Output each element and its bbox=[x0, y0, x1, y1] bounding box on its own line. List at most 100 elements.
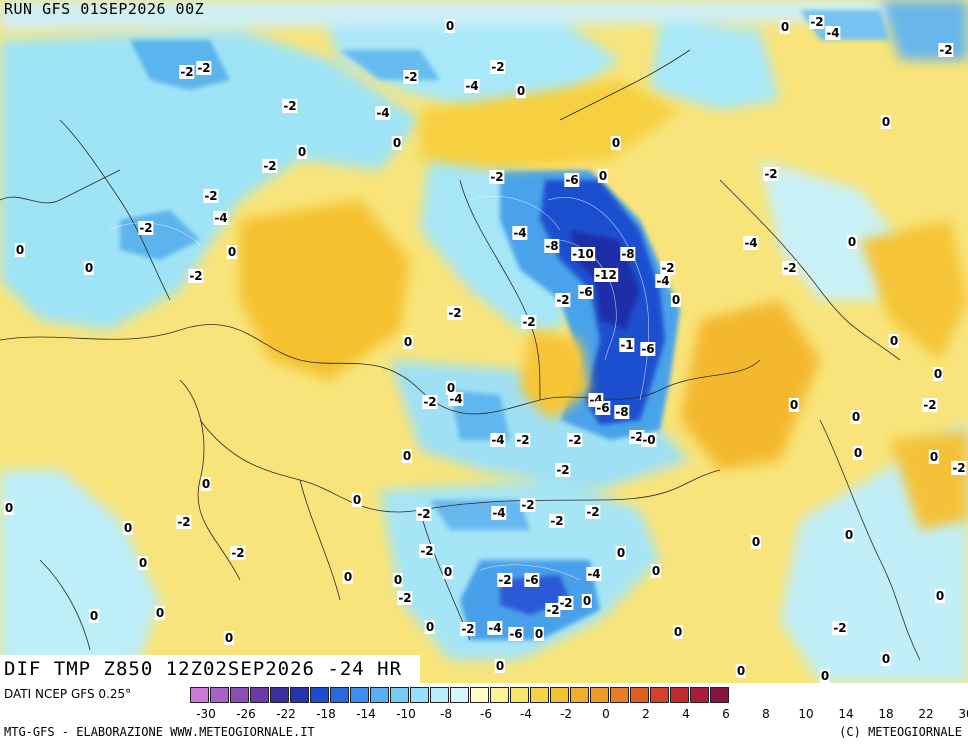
color-swatch bbox=[270, 687, 289, 703]
cool-field bbox=[0, 0, 968, 683]
contour-label: 0 bbox=[779, 20, 791, 34]
color-swatch bbox=[610, 687, 629, 703]
contour-label: 0 bbox=[14, 243, 26, 257]
contour-label: -2 bbox=[489, 170, 505, 184]
contour-label: 0 bbox=[444, 19, 456, 33]
scale-tick-label: -6 bbox=[480, 707, 492, 721]
contour-label: -2 bbox=[520, 498, 536, 512]
contour-label: -6 bbox=[564, 173, 580, 187]
contour-label: 0 bbox=[88, 609, 100, 623]
scale-tick-label: -18 bbox=[316, 707, 336, 721]
contour-label: -4 bbox=[375, 106, 391, 120]
scale-tick-label: -30 bbox=[196, 707, 216, 721]
contour-label: 0 bbox=[735, 664, 747, 678]
contour-label: -2 bbox=[549, 514, 565, 528]
color-swatch bbox=[430, 687, 449, 703]
scale-tick-label: 8 bbox=[762, 707, 770, 721]
color-swatch bbox=[230, 687, 249, 703]
contour-label: -4 bbox=[448, 392, 464, 406]
scale-tick-label: -10 bbox=[396, 707, 416, 721]
color-swatch bbox=[670, 687, 689, 703]
contour-label: 0 bbox=[391, 136, 403, 150]
contour-label: -2 bbox=[938, 43, 954, 57]
contour-label: 0 bbox=[351, 493, 363, 507]
contour-label: 0 bbox=[296, 145, 308, 159]
contour-label: -4 bbox=[512, 226, 528, 240]
panel-title: DIF TMP Z850 12Z02SEP2026 -24 HR bbox=[0, 655, 420, 683]
contour-label: -4 bbox=[490, 433, 506, 447]
map-fields bbox=[0, 0, 968, 683]
contour-label: 0 bbox=[650, 564, 662, 578]
contour-label: 0 bbox=[83, 261, 95, 275]
scale-tick-label: -26 bbox=[236, 707, 256, 721]
contour-label: -2 bbox=[629, 430, 645, 444]
contour-label: -2 bbox=[545, 603, 561, 617]
contour-label: -2 bbox=[951, 461, 967, 475]
contour-label: 0 bbox=[581, 594, 593, 608]
contour-label: 0 bbox=[850, 410, 862, 424]
color-swatch bbox=[690, 687, 709, 703]
color-swatch bbox=[350, 687, 369, 703]
color-swatch bbox=[390, 687, 409, 703]
contour-label: -4 bbox=[487, 621, 503, 635]
contour-label: 0 bbox=[442, 565, 454, 579]
contour-label: 0 bbox=[819, 669, 831, 683]
contour-label: -6 bbox=[578, 285, 594, 299]
color-swatch bbox=[250, 687, 269, 703]
color-swatch bbox=[710, 687, 729, 703]
scale-tick-label: -14 bbox=[356, 707, 376, 721]
color-swatch bbox=[190, 687, 209, 703]
color-swatch bbox=[310, 687, 329, 703]
run-title: RUN GFS 01SEP2026 00Z bbox=[4, 0, 205, 18]
contour-label: -2 bbox=[809, 15, 825, 29]
contour-label: 0 bbox=[401, 449, 413, 463]
borders bbox=[0, 49, 921, 661]
contour-label: -8 bbox=[544, 239, 560, 253]
color-swatch bbox=[530, 687, 549, 703]
contour-label: -4 bbox=[464, 79, 480, 93]
scale-tick-label: 10 bbox=[798, 707, 814, 721]
contour-label: -2 bbox=[585, 505, 601, 519]
contour-label: -2 bbox=[490, 60, 506, 74]
contour-label: 0 bbox=[932, 367, 944, 381]
contour-label: -2 bbox=[782, 261, 798, 275]
contour-label: 0 bbox=[670, 293, 682, 307]
scale-tick-label: -22 bbox=[276, 707, 296, 721]
contour-label: -2 bbox=[558, 596, 574, 610]
contour-label: -0 bbox=[641, 433, 657, 447]
contour-label: 0 bbox=[672, 625, 684, 639]
contour-label: -2 bbox=[660, 261, 676, 275]
contour-label: -2 bbox=[521, 315, 537, 329]
scale-tick-label: 18 bbox=[878, 707, 894, 721]
contour-label: 0 bbox=[610, 136, 622, 150]
scale-tick-label: -4 bbox=[520, 707, 532, 721]
contour-label: -2 bbox=[555, 293, 571, 307]
contour-label: 0 bbox=[597, 169, 609, 183]
scale-tick-label: -8 bbox=[440, 707, 452, 721]
contour-label: -6 bbox=[508, 627, 524, 641]
contour-label: -2 bbox=[230, 546, 246, 560]
scale-tick-label: 0 bbox=[602, 707, 610, 721]
color-swatch bbox=[450, 687, 469, 703]
contour-label: 0 bbox=[843, 528, 855, 542]
contour-label: -4 bbox=[491, 506, 507, 520]
scale-tick-label: 2 bbox=[642, 707, 650, 721]
contour-label: 0 bbox=[200, 477, 212, 491]
contour-label: -4 bbox=[825, 26, 841, 40]
contour-label: 0 bbox=[402, 335, 414, 349]
contour-label: -2 bbox=[416, 507, 432, 521]
contour-label: -4 bbox=[586, 567, 602, 581]
contour-label: -2 bbox=[262, 159, 278, 173]
contour-label: 0 bbox=[615, 546, 627, 560]
contour-label: -2 bbox=[763, 167, 779, 181]
contour-label: -2 bbox=[447, 306, 463, 320]
contour-label: -2 bbox=[555, 463, 571, 477]
contour-label: 0 bbox=[888, 334, 900, 348]
contour-label: -2 bbox=[282, 99, 298, 113]
color-scale-ticks: -30 -26 -22 -18 -14 -10 -8 -6 -4 -2 0 2 4 6 8 10 14 18 22 3… bbox=[190, 707, 968, 721]
contour-label: 0 bbox=[137, 556, 149, 570]
credit-right: (C) METEOGIORNALE bbox=[839, 725, 962, 739]
contour-label: -4 bbox=[213, 211, 229, 225]
contour-label: -2 bbox=[203, 189, 219, 203]
contour-label: 0 bbox=[880, 115, 892, 129]
